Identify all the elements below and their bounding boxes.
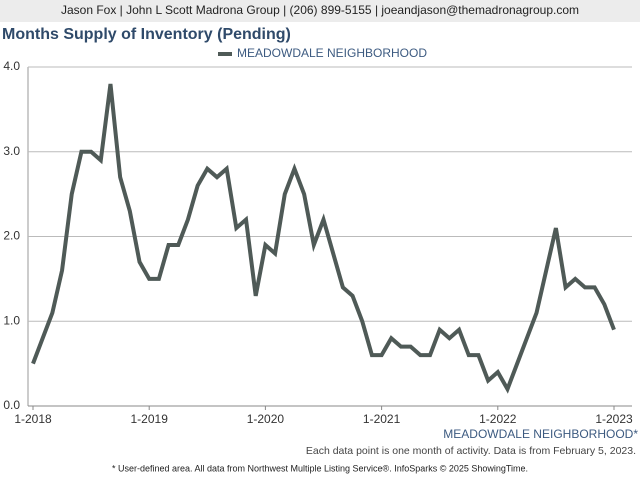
header: Jason Fox | John L Scott Madrona Group |… — [61, 3, 579, 17]
x-tick-label: 1-2018 — [14, 412, 52, 426]
chart-title: Months Supply of Inventory (Pending) — [2, 26, 291, 43]
legend-label: MEADOWDALE NEIGHBORHOOD — [237, 46, 427, 60]
y-tick-label: 4.0 — [3, 59, 20, 73]
y-tick-label: 3.0 — [3, 144, 20, 158]
x-tick-label: 1-2019 — [131, 412, 169, 426]
x-tick-label: 1-2020 — [247, 412, 285, 426]
x-axis-label: MEADOWDALE NEIGHBORHOOD* — [443, 427, 638, 441]
header-bar — [0, 0, 640, 22]
x-tick-label: 1-2022 — [479, 412, 517, 426]
x-tick-label: 1-2021 — [363, 412, 401, 426]
x-tick-label: 1-2023 — [595, 412, 633, 426]
y-tick-label: 0.0 — [3, 398, 20, 412]
y-tick-label: 1.0 — [3, 313, 20, 327]
data-line — [31, 83, 616, 394]
note: Each data point is one month of activity… — [306, 445, 636, 457]
footnote: * User-defined area. All data from North… — [112, 463, 528, 473]
y-tick-label: 2.0 — [3, 229, 20, 243]
